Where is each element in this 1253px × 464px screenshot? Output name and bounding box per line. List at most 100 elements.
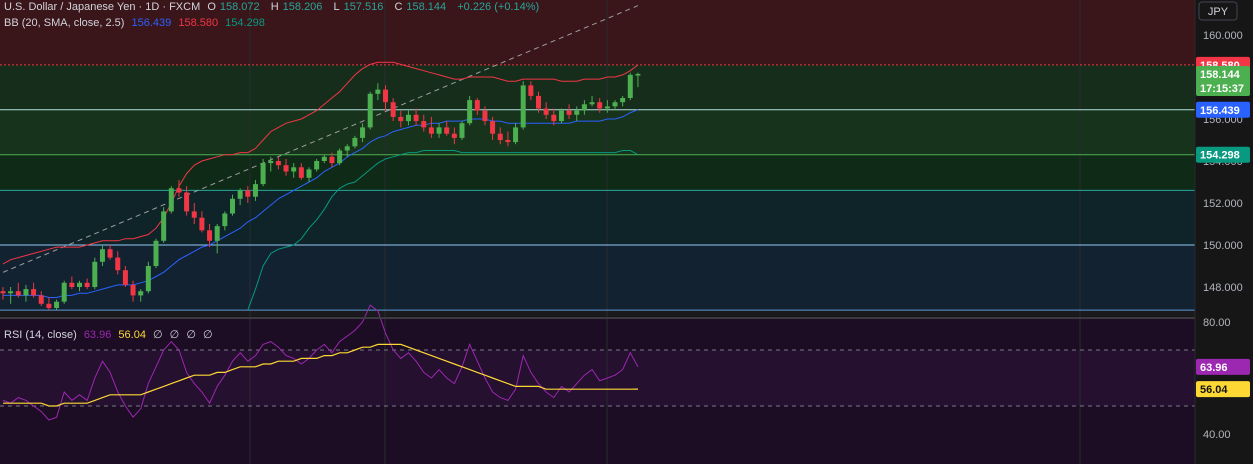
bb-basis-value: 156.439	[131, 17, 172, 29]
candle-body	[337, 150, 343, 164]
candle-body	[237, 190, 243, 199]
candle	[268, 156, 274, 172]
currency-button[interactable]	[1198, 1, 1238, 21]
candle-body	[627, 74, 633, 98]
candle	[536, 91, 541, 113]
candle	[528, 81, 534, 101]
rsi-badge[interactable]: 63.96	[1196, 358, 1250, 375]
candle	[0, 287, 6, 300]
candle	[207, 224, 213, 248]
candle	[520, 81, 526, 130]
candle-body	[367, 93, 373, 128]
basis-badge-text: 156.439	[1200, 105, 1240, 117]
candle-body	[566, 110, 572, 115]
candle-body	[421, 121, 427, 128]
candle	[38, 291, 44, 306]
candle-body	[61, 282, 67, 302]
bb-lower-value: 154.298	[225, 17, 265, 29]
candle-body	[604, 106, 610, 109]
lower-band-badge[interactable]: 154.298	[1196, 146, 1250, 163]
candle-body	[329, 156, 335, 164]
candle-body	[490, 121, 496, 134]
rsi-legend[interactable]: RSI (14, close) 63.96 56.04 ∅ ∅ ∅ ∅	[4, 328, 217, 341]
candle-body	[398, 116, 404, 122]
candle-body	[467, 100, 473, 124]
symbol-title[interactable]: U.S. Dollar / Japanese Yen · 1D · FXCM	[4, 1, 201, 13]
candle-body	[46, 303, 52, 308]
bb-name[interactable]: BB (20, SMA, close, 2.5)	[4, 17, 125, 29]
candle	[436, 123, 442, 138]
empty-value-3: ∅	[186, 329, 196, 341]
rsi-line	[2, 304, 639, 421]
candle	[191, 203, 197, 224]
bb-lower-line	[247, 150, 639, 311]
price-tick-label: 150.000	[1203, 240, 1243, 252]
candle	[390, 98, 396, 122]
bb-legend[interactable]: BB (20, SMA, close, 2.5) 156.439 158.580…	[4, 17, 269, 29]
rsi-ma-badge[interactable]: 56.04	[1196, 381, 1250, 398]
high-value: H 158.206	[270, 1, 323, 13]
candle-body	[15, 291, 21, 296]
candle-body	[344, 146, 350, 151]
basis-badge-bg	[1196, 101, 1250, 118]
candle-body	[31, 289, 37, 296]
candle-body	[107, 249, 113, 258]
trendline[interactable]	[2, 5, 639, 273]
candle-body	[597, 102, 603, 109]
candle	[444, 121, 450, 136]
candle-body	[161, 211, 167, 241]
candle	[168, 186, 174, 214]
candle	[145, 261, 151, 294]
candle-body	[168, 188, 174, 212]
candle-body	[428, 127, 434, 134]
last-price-badge[interactable]: 158.144 17:15:37	[1196, 65, 1250, 96]
rsi-ma-value: 56.04	[118, 329, 146, 341]
candle-body	[405, 114, 411, 122]
candle	[352, 135, 358, 149]
candle-body	[390, 102, 396, 117]
bb-upper-value: 158.580	[178, 17, 219, 29]
symbol-legend[interactable]: U.S. Dollar / Japanese Yen · 1D · FXCM O…	[4, 1, 543, 13]
price-zone	[0, 109, 1195, 155]
candle-body	[54, 301, 60, 308]
candle-body	[444, 127, 450, 134]
candle-body	[482, 110, 488, 122]
candle-body	[222, 213, 228, 227]
currency-label: JPY	[1208, 6, 1229, 18]
candle	[558, 108, 564, 124]
candle-body	[528, 85, 534, 96]
candle-body	[69, 282, 75, 287]
candle	[291, 163, 297, 178]
candle-body	[0, 291, 6, 294]
background-layer	[0, 0, 1195, 464]
candle	[566, 104, 572, 119]
candle	[115, 251, 121, 275]
open-value: O 158.072	[207, 1, 260, 13]
candle-body	[260, 163, 266, 185]
candle-body	[275, 161, 281, 166]
candle-body	[551, 114, 557, 122]
candle-body	[574, 110, 580, 115]
candle	[31, 282, 37, 298]
candle	[451, 127, 457, 145]
rsi-name[interactable]: RSI (14, close)	[4, 329, 77, 341]
candle	[620, 95, 626, 107]
rsi-ma-line	[3, 343, 639, 407]
candle-body	[77, 282, 82, 287]
candle	[597, 98, 603, 113]
candle	[375, 83, 381, 101]
candle-body	[536, 95, 541, 109]
candle	[635, 72, 641, 88]
candle-body	[375, 89, 381, 94]
rsi-value: 63.96	[83, 329, 112, 341]
candles-layer	[0, 72, 641, 311]
price-zone	[0, 310, 1195, 316]
rsi-ma-badge-text: 56.04	[1200, 384, 1228, 396]
price-tick-label: 152.000	[1203, 198, 1243, 210]
candle	[15, 282, 21, 298]
basis-badge[interactable]: 156.439	[1196, 101, 1250, 118]
candle-body	[191, 211, 197, 218]
candle-body	[436, 127, 442, 134]
